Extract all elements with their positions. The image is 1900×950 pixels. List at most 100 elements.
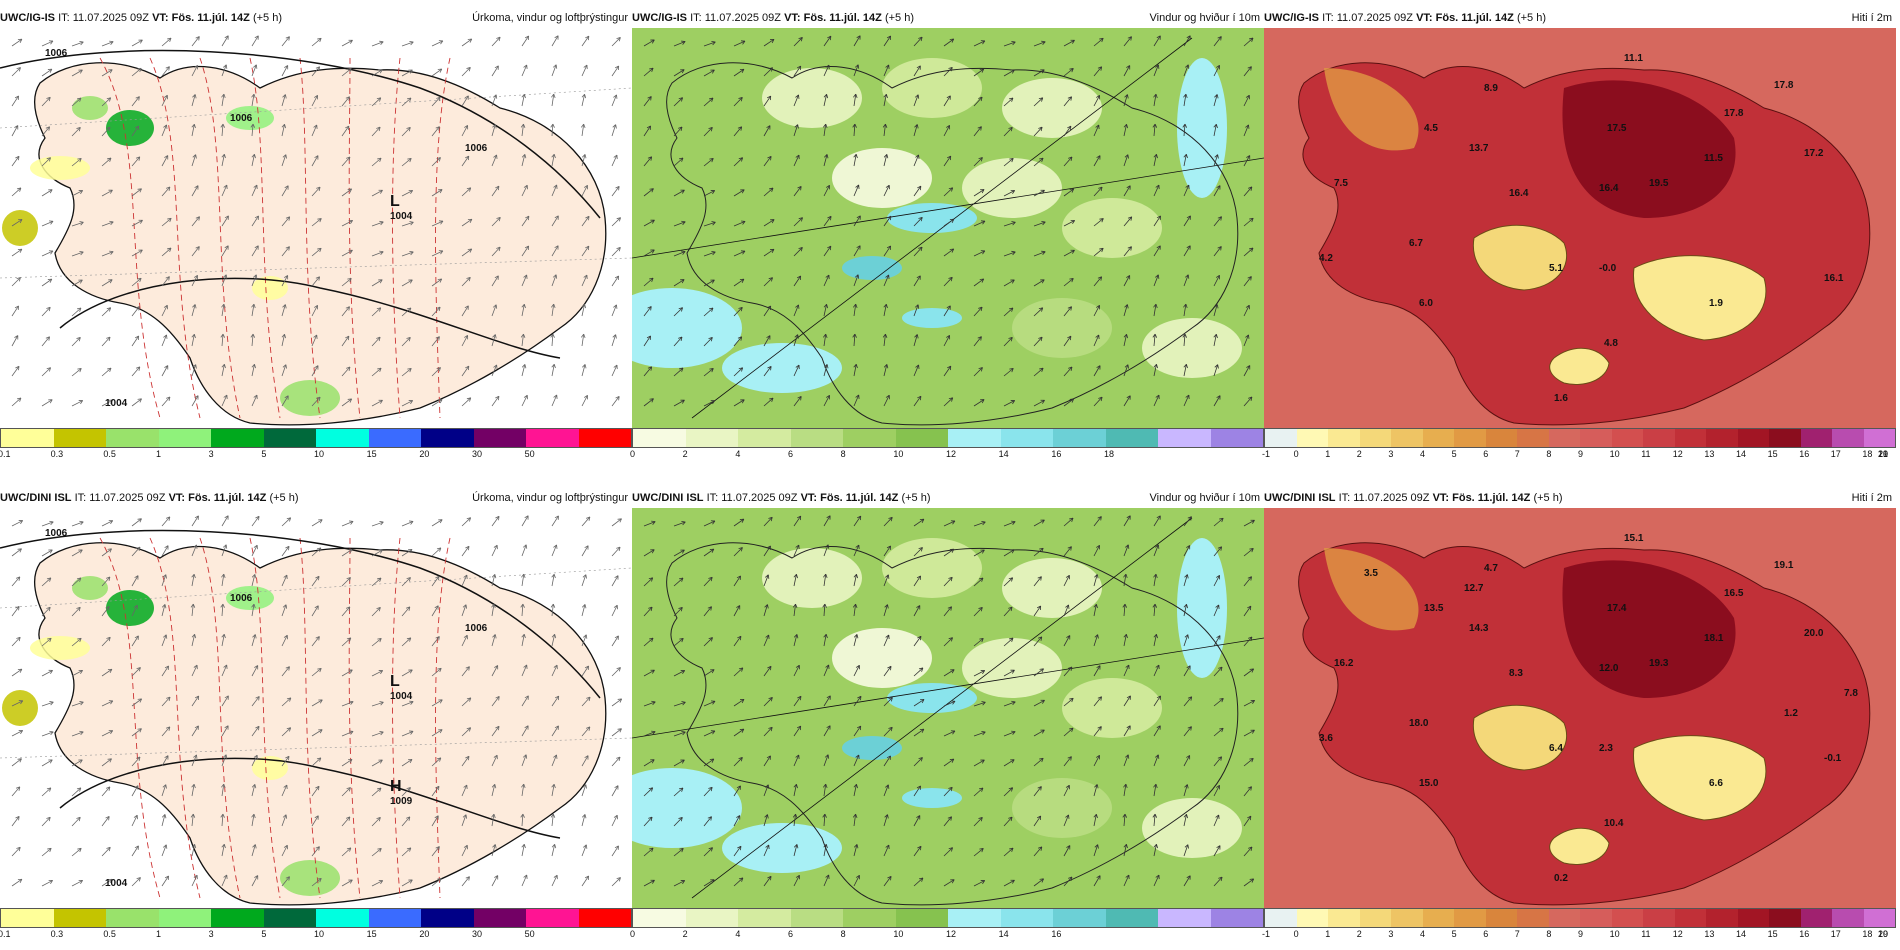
map-area[interactable]: 1006 1006 1006 1004 L 1004 H 1009 bbox=[0, 508, 632, 908]
temperature-label: 19.1 bbox=[1774, 560, 1794, 571]
color-swatch bbox=[790, 429, 843, 447]
strong-wind-area bbox=[887, 683, 977, 713]
color-swatch bbox=[1863, 429, 1895, 447]
precip-patch bbox=[226, 106, 274, 130]
color-swatch bbox=[1, 909, 54, 927]
temperature-label: 4.2 bbox=[1319, 253, 1333, 264]
strong-wind-area bbox=[632, 768, 742, 848]
temperature-label: 8.3 bbox=[1509, 668, 1523, 679]
color-bar-swatches bbox=[632, 908, 1264, 928]
iceland-land bbox=[33, 542, 607, 906]
vt-label: VT: bbox=[1432, 492, 1450, 504]
color-swatch bbox=[1454, 429, 1486, 447]
color-bar-tick: 18 bbox=[1862, 449, 1873, 459]
color-bar-tick: 5 bbox=[261, 929, 267, 939]
temperature-label: 17.8 bbox=[1774, 80, 1794, 91]
lead-time: (+5 h) bbox=[901, 492, 931, 504]
color-swatch bbox=[211, 909, 264, 927]
temperature-isoline bbox=[348, 57, 361, 419]
glacier-vatnajokull bbox=[1633, 255, 1767, 341]
it-label: IT: bbox=[1322, 12, 1334, 24]
vt-label: VT: bbox=[800, 492, 818, 504]
color-bar-swatches bbox=[632, 428, 1264, 448]
panel-temp-igis: UWC/IG-IS IT: 11.07.2025 09Z VT: Fös. 11… bbox=[1262, 8, 1896, 468]
it-label: IT: bbox=[706, 492, 719, 504]
weak-wind-area bbox=[1142, 318, 1242, 378]
valid-time: Fös. 11.júl. 14Z bbox=[171, 12, 250, 24]
map-area[interactable]: 1006 1006 1006 1004 L 1004 bbox=[0, 28, 632, 428]
weak-wind-area bbox=[1002, 78, 1102, 138]
color-bar-tick: 8 bbox=[1546, 449, 1552, 459]
color-bar-tick: 4 bbox=[735, 449, 741, 459]
init-time: 11.07.2025 09Z bbox=[721, 492, 798, 504]
model-name: UWC/IG-IS bbox=[632, 12, 687, 24]
color-bar-tick: 4 bbox=[1420, 449, 1426, 459]
color-swatch bbox=[1359, 909, 1391, 927]
graticule bbox=[0, 567, 632, 759]
precip-patch bbox=[30, 636, 90, 660]
color-swatch bbox=[790, 909, 843, 927]
glacier-vatnajokull bbox=[1633, 735, 1767, 821]
map-svg bbox=[0, 28, 632, 428]
color-swatch bbox=[1000, 909, 1053, 927]
color-swatch bbox=[1000, 429, 1053, 447]
temperature-label: -0.1 bbox=[1824, 753, 1842, 764]
color-swatch bbox=[1706, 429, 1738, 447]
lead-time: (+5 h) bbox=[252, 12, 282, 24]
pressure-label: 1004 bbox=[105, 878, 128, 889]
color-swatch bbox=[1158, 429, 1211, 447]
iceland-land bbox=[33, 62, 607, 426]
color-swatch bbox=[1769, 909, 1801, 927]
color-swatch bbox=[1, 429, 54, 447]
temperature-label: 16.5 bbox=[1724, 588, 1744, 599]
color-bar-tick: 8 bbox=[1546, 929, 1552, 939]
color-swatch bbox=[1422, 429, 1454, 447]
panel-wind-dini: UWC/DINI ISL IT: 11.07.2025 09Z VT: Fös.… bbox=[630, 488, 1264, 948]
strong-wind-area bbox=[632, 288, 742, 368]
temperature-label: 15.1 bbox=[1624, 533, 1644, 544]
map-area[interactable] bbox=[632, 508, 1264, 908]
color-bar: 0 2 4 6 8 10 12 14 16 18 bbox=[630, 428, 1264, 462]
pressure-label: 1006 bbox=[45, 48, 68, 59]
temperature-label: 3.6 bbox=[1319, 733, 1333, 744]
temperature-label: 19.5 bbox=[1649, 178, 1669, 189]
precip-patch bbox=[2, 690, 38, 726]
precip-patch bbox=[252, 756, 288, 780]
color-bar-tick: 10 bbox=[893, 449, 904, 459]
valid-time: Fös. 11.júl. 14Z bbox=[1435, 12, 1514, 24]
strong-wind-area bbox=[842, 736, 902, 760]
color-swatch bbox=[421, 429, 474, 447]
it-label: IT: bbox=[690, 12, 702, 24]
color-bar-tick: 17 bbox=[1830, 929, 1841, 939]
color-swatch bbox=[1265, 909, 1297, 927]
panel-wind-igis: UWC/IG-IS IT: 11.07.2025 09Z VT: Fös. 11… bbox=[630, 8, 1264, 468]
color-bar-tick: 8 bbox=[840, 929, 846, 939]
color-swatch bbox=[1517, 429, 1549, 447]
color-bar-tick: 4 bbox=[1420, 929, 1426, 939]
valid-time: Fös. 11.júl. 14Z bbox=[803, 12, 882, 24]
color-swatch bbox=[1391, 429, 1423, 447]
map-area[interactable] bbox=[632, 28, 1264, 428]
color-bar: 0.1 0.3 0.5 1 3 5 10 15 20 30 50 bbox=[0, 908, 632, 942]
map-area[interactable]: 15.1 4.7 16.5 19.1 13.5 14.3 17.4 20.0 18.1 16.2 8… bbox=[1264, 508, 1896, 908]
color-bar-tick: 18 bbox=[1104, 449, 1115, 459]
color-swatch bbox=[1328, 909, 1360, 927]
panel-title: Vindur og hviður í 10m bbox=[1149, 12, 1260, 24]
temperature-label: 16.4 bbox=[1599, 183, 1619, 194]
color-swatch bbox=[1296, 909, 1328, 927]
color-bar-tick: 0 bbox=[1293, 449, 1299, 459]
temperature-label: 14.3 bbox=[1469, 623, 1489, 634]
model-name: UWC/IG-IS bbox=[0, 12, 55, 24]
color-swatch bbox=[1706, 909, 1738, 927]
map-area[interactable]: 11.1 8.9 17.8 17.8 4.5 13.7 17.5 17.2 11.5 7.5 16.… bbox=[1264, 28, 1896, 428]
color-swatch bbox=[578, 909, 631, 927]
color-swatch bbox=[106, 429, 159, 447]
color-bar-tick: 9 bbox=[1578, 449, 1584, 459]
color-bar-tick: 14 bbox=[998, 449, 1009, 459]
precip-patch bbox=[30, 156, 90, 180]
color-bar-tick: 15 bbox=[1767, 449, 1778, 459]
color-bar-tick: 13 bbox=[1704, 449, 1715, 459]
color-swatch bbox=[1105, 909, 1158, 927]
strong-wind-area bbox=[902, 308, 962, 328]
color-swatch bbox=[1296, 429, 1328, 447]
